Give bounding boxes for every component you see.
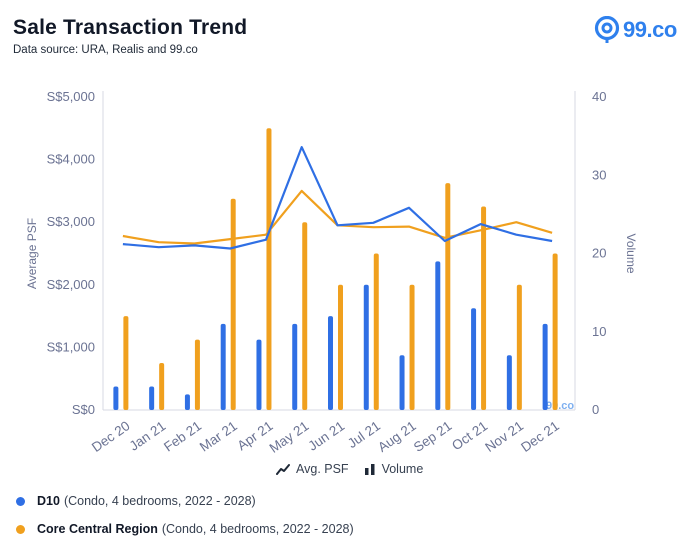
volume-bar-ccr [552,253,558,410]
volume-bar-ccr [481,206,487,410]
volume-bar-ccr [338,284,343,410]
psf-line-ccr [122,189,553,245]
series-detail: (Condo, 4 bedrooms, 2022 - 2028) [161,522,354,536]
volume-bar-ccr [159,363,165,410]
chart-legend: Avg. PSF Volume [276,462,438,476]
volume-bar-d10 [542,323,548,410]
chart-header: Sale Transaction Trend Data source: URA,… [13,16,247,56]
volume-bar-d10 [471,308,477,410]
volume-bar-d10 [328,316,333,410]
volume-bar-ccr [230,198,236,410]
series-detail: (Condo, 4 bedrooms, 2022 - 2028) [63,494,256,508]
legend-item-volume[interactable]: Volume [364,462,424,476]
series-color-dot [16,496,25,506]
volume-bar-d10 [184,394,190,410]
series-legend: D10 (Condo, 4 bedrooms, 2022 - 2028) Cor… [16,492,354,548]
volume-bar-ccr [302,222,308,410]
legend-label-volume: Volume [381,462,424,476]
volume-bar-ccr [123,316,129,410]
volume-bar-ccr [373,253,379,410]
volume-bar-d10 [149,386,155,410]
series-name: Core Central Region [37,522,158,536]
y2-axis-title: Volume [624,233,638,273]
x-tick-label: Feb 21 [161,418,204,454]
x-tick-label: Dec 21 [518,418,562,455]
y-tick-label: S$2,000 [47,277,95,292]
sale-transaction-chart: S$0 S$1,000 S$2,000 S$3,000 S$4,000 S$5,000 0 1… [25,89,638,456]
volume-bar-d10 [363,284,369,410]
volume-bar-d10 [220,323,226,410]
series-name: D10 [37,494,60,508]
x-tick-label: Aug 21 [375,418,419,455]
series-legend-row-d10: D10 (Condo, 4 bedrooms, 2022 - 2028) [16,492,354,510]
volume-bar-d10 [506,355,512,410]
y2-tick-label: 30 [592,167,606,182]
chart-watermark: 99.co [546,400,574,412]
x-tick-label: May 21 [267,418,312,456]
volume-bar-d10 [399,355,405,410]
bar-chart-icon [364,464,375,475]
y2-tick-label: 0 [592,402,599,417]
x-tick-label: Nov 21 [482,418,526,455]
volume-bar-ccr [194,339,200,410]
data-source-note: Data source: URA, Realis and 99.co [13,44,198,56]
x-tick-label: Jan 21 [127,418,169,454]
psf-line-d10 [122,146,553,250]
volume-bar-ccr [266,128,272,411]
brand-logo: 99.co [594,16,677,44]
y-tick-label: S$0 [72,402,95,417]
x-tick-label: Oct 21 [449,418,490,453]
volume-bar-ccr [409,284,415,410]
x-tick-label: Jun 21 [305,418,347,454]
x-tick-label: Mar 21 [197,418,240,454]
series-legend-row-ccr: Core Central Region (Condo, 4 bedrooms, … [16,520,354,538]
series-color-dot [16,524,25,534]
volume-bar-d10 [292,323,298,410]
chart-title: Sale Transaction Trend [13,16,248,39]
y-tick-label: S$4,000 [47,152,95,167]
y2-tick-label: 10 [592,324,606,339]
legend-label-avg-psf: Avg. PSF [296,462,349,476]
volume-bar-ccr [516,284,522,410]
y-tick-label: S$5,000 [47,89,95,104]
x-tick-label: Dec 20 [89,418,133,455]
x-tick-label: Sep 21 [411,418,455,455]
volume-bar-ccr [445,183,451,410]
y2-tick-label: 40 [592,89,606,104]
trend-line-icon [276,464,290,475]
volume-bar-d10 [435,261,441,410]
y2-tick-label: 20 [592,246,606,261]
logo-text: 99.co [623,17,677,42]
volume-bar-d10 [256,339,262,410]
y-tick-label: S$3,000 [47,214,95,229]
y-tick-label: S$1,000 [47,339,95,354]
y-axis-title: Average PSF [25,218,39,289]
location-pin-icon [594,16,620,43]
volume-bar-d10 [113,386,119,410]
legend-item-avg-psf[interactable]: Avg. PSF [276,462,349,476]
